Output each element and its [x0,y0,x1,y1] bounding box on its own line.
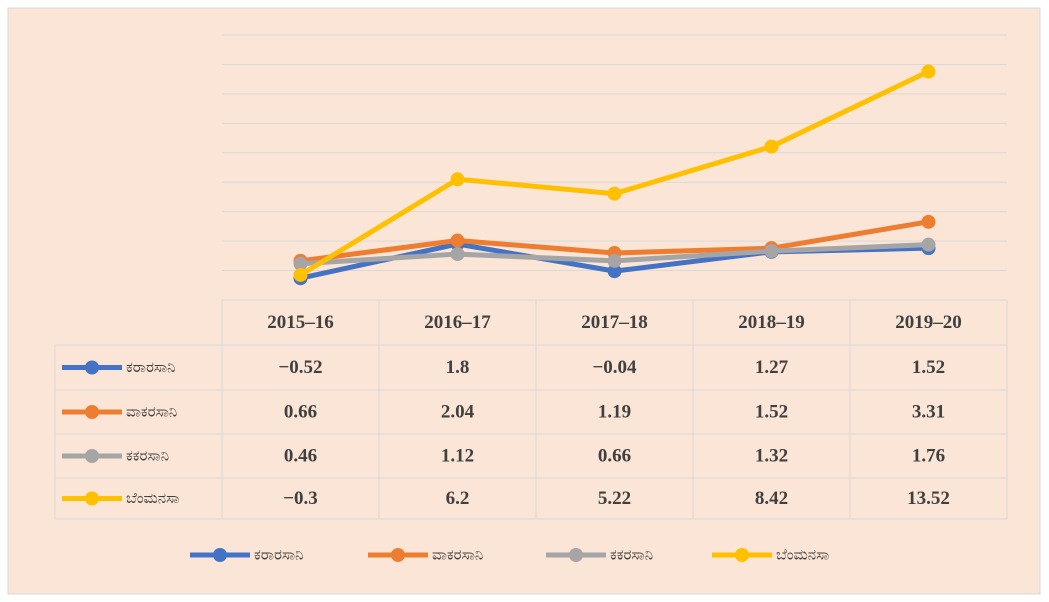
point [293,267,308,282]
legend-marker [569,548,583,562]
x-tick-label: 2019–20 [895,312,962,333]
table-value: 1.52 [755,401,788,422]
point [921,64,936,79]
legend-text: ಕಕರಸಾನಿ [610,546,653,564]
table-value: 8.42 [755,488,788,509]
point [921,214,936,229]
point [450,233,465,248]
table-value: 1.8 [446,357,470,378]
point [607,253,622,268]
table-legend-text: ಬೆಂಮನಸಾ [126,489,179,507]
table-value: 5.22 [598,488,631,509]
legend-marker [391,548,405,562]
table-legend-marker [85,360,99,375]
legend-marker [213,548,227,562]
point [607,186,622,201]
table-legend-text: ಕರಾರಸಾನಿ [126,358,176,376]
table-value: 0.46 [284,445,317,466]
legend-text: ವಾಕರಸಾನಿ [432,546,483,564]
point [293,256,308,271]
table-value: 1.27 [755,357,789,378]
table-value: 0.66 [284,401,317,422]
table-legend-marker [85,449,99,463]
table-value: 6.2 [446,488,470,509]
legend-marker [735,548,749,562]
point [450,247,465,262]
table-value: −0.04 [592,357,637,378]
x-tick-label: 2016–17 [424,312,491,333]
table-legend-marker [85,405,99,419]
point [764,139,779,154]
point [450,172,465,187]
point [764,244,779,259]
legend-text: ಬೆಂಮನಸಾ [776,546,829,564]
table-value: 2.04 [441,401,475,422]
table-value: 1.52 [912,357,945,378]
table-value: 3.31 [912,401,945,422]
table-value: 0.66 [598,445,631,466]
table-value: 13.52 [907,488,950,509]
table-legend-text: ಕಕರಸಾನಿ [126,447,169,465]
legend-text: ಕರಾರಸಾನಿ [254,546,304,564]
table-legend-marker [85,491,99,506]
table-legend-text: ವಾಕರಸಾನಿ [126,403,177,421]
chart-area [7,7,1041,595]
x-tick-label: 2018–19 [738,312,805,333]
table-value: 1.32 [755,445,788,466]
x-tick-label: 2017–18 [581,312,648,333]
table-value: −0.52 [278,357,322,378]
point [921,237,936,252]
table-value: −0.3 [283,488,318,509]
table-value: 1.19 [598,401,631,422]
x-tick-label: 2015–16 [267,312,334,333]
point [607,264,622,279]
table-value: 1.76 [912,445,945,466]
table-value: 1.12 [441,445,474,466]
